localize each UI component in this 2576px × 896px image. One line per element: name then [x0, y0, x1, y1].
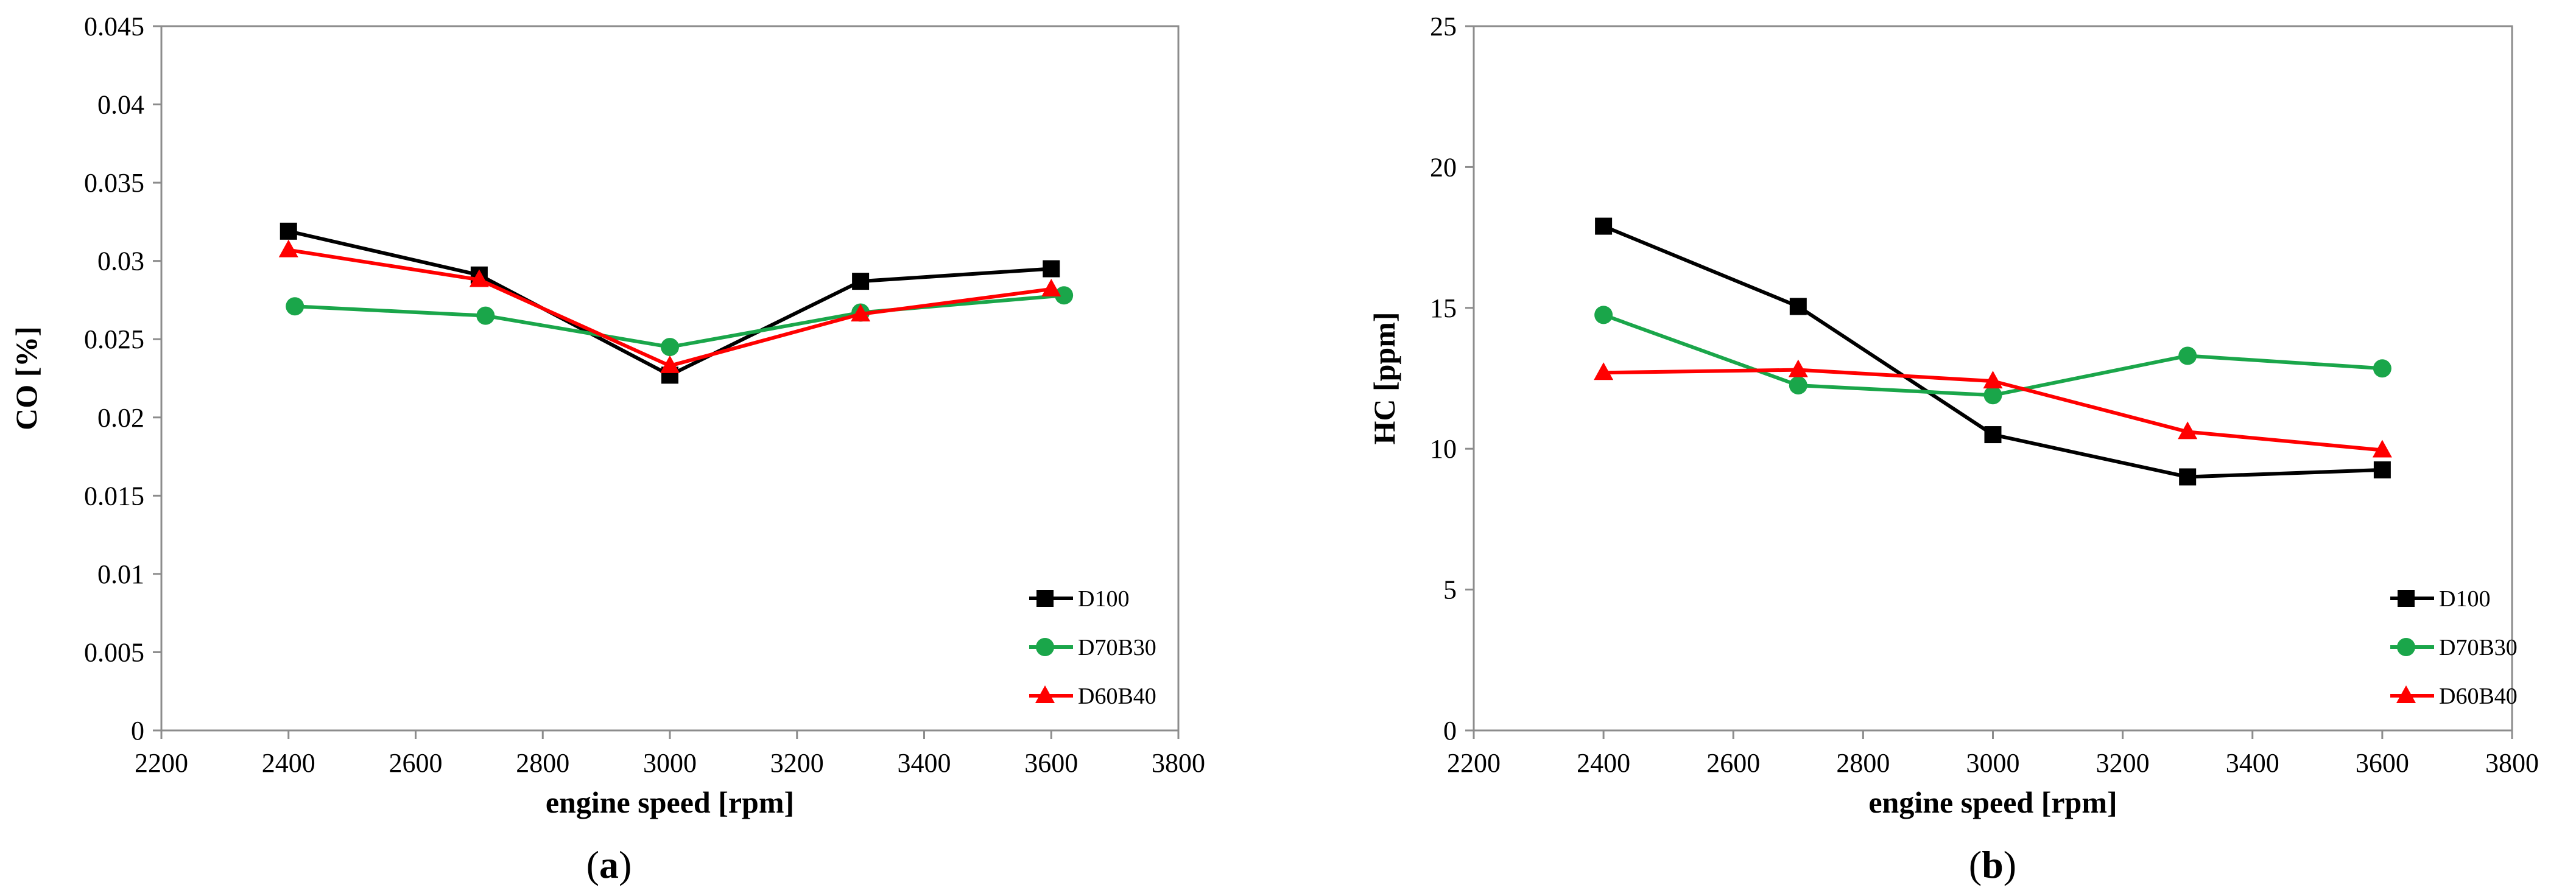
panel-letter: a [599, 843, 619, 886]
y-tick-label: 0.035 [84, 168, 144, 198]
legend-label: D70B30 [2439, 635, 2518, 660]
x-tick-label: 2200 [135, 748, 188, 778]
x-axis-title: engine speed [rpm] [1868, 785, 2117, 819]
x-tick-label: 3200 [2096, 748, 2150, 778]
x-tick-label: 2600 [389, 748, 443, 778]
legend-marker-D100 [1036, 590, 1054, 607]
x-tick-label: 3800 [2485, 748, 2539, 778]
data-point-D60B40 [1041, 278, 1061, 296]
panel-label: (a) [586, 843, 632, 886]
x-tick-label: 2800 [1836, 748, 1890, 778]
series-D70B30 [286, 286, 1074, 357]
legend-label: D100 [1078, 586, 1129, 612]
series-D60B40 [278, 239, 1061, 373]
y-axis-title: CO [%] [9, 326, 43, 430]
legend-label: D70B30 [1078, 635, 1156, 660]
legend: D100 D70B30 D60B40 [1029, 586, 1156, 709]
data-point-D70B30 [1594, 306, 1613, 324]
x-tick-label: 2400 [1577, 748, 1630, 778]
legend-marker-D100 [2398, 590, 2415, 607]
data-point-D70B30 [1789, 376, 1807, 395]
y-tick-label: 20 [1430, 152, 1457, 182]
x-tick-label: 3600 [2356, 748, 2409, 778]
x-tick-label: 3000 [643, 748, 697, 778]
y-tick-label: 0.01 [97, 559, 144, 589]
data-point-D60B40 [2178, 421, 2198, 439]
y-tick-label: 0.015 [84, 481, 144, 511]
y-tick-label: 0.04 [97, 90, 144, 120]
y-tick-label: 0.03 [97, 247, 144, 276]
y-tick-label: 5 [1443, 575, 1457, 605]
chart-panel-a: 0 0.005 0.01 0.015 0.02 0.025 0.03 0.035 0.04 0.0… [9, 12, 1205, 886]
data-point-D70B30 [1983, 386, 2002, 405]
data-point-D100 [1595, 217, 1613, 235]
x-tick-label: 2200 [1447, 748, 1501, 778]
x-tick-label: 2600 [1706, 748, 1760, 778]
x-tick-label: 2800 [516, 748, 569, 778]
data-point-D70B30 [476, 306, 495, 325]
y-tick-label: 0.045 [84, 12, 144, 41]
data-point-D60B40 [2372, 439, 2392, 458]
x-tick-label: 3400 [2226, 748, 2279, 778]
series-D70B30 [1594, 306, 2391, 405]
data-point-D100 [2373, 461, 2391, 478]
y-tick-label: 25 [1430, 12, 1457, 41]
data-point-D70B30 [286, 297, 304, 316]
panel-label: (b) [1969, 843, 2016, 886]
y-tick-label: 0.005 [84, 637, 144, 667]
data-point-D60B40 [469, 269, 489, 287]
data-point-D60B40 [278, 239, 298, 257]
y-tick-label: 0.025 [84, 324, 144, 354]
data-point-D100 [1984, 426, 2002, 444]
data-point-D100 [280, 222, 297, 240]
chart-panel-b: 0 5 10 15 20 25 2200 2400 2600 2800 3000 3200 3400 36… [1367, 12, 2539, 886]
legend: D100 D70B30 D60B40 [2390, 586, 2518, 709]
series-D100 [1595, 217, 2391, 486]
legend-marker-D70B30 [2397, 638, 2415, 656]
y-axis-title: HC [ppm] [1367, 312, 1401, 444]
y-tick-label: 15 [1430, 293, 1457, 323]
legend-label: D60B40 [2439, 684, 2518, 709]
x-tick-label: 3200 [770, 748, 824, 778]
data-point-D70B30 [2373, 359, 2391, 378]
data-point-D100 [1789, 298, 1807, 315]
x-tick-label: 3400 [898, 748, 951, 778]
series-D60B40 [1594, 359, 2392, 458]
y-tick-label: 10 [1430, 434, 1457, 464]
data-point-D70B30 [1055, 286, 1074, 305]
x-tick-label: 3000 [1966, 748, 2020, 778]
y-tick-label: 0 [1443, 716, 1457, 746]
data-point-D60B40 [1788, 359, 1808, 377]
data-point-D60B40 [1594, 362, 1614, 380]
legend-marker-D60B40 [1035, 685, 1055, 703]
x-tick-label: 2400 [262, 748, 315, 778]
legend-marker-D70B30 [1036, 638, 1054, 656]
legend-label: D60B40 [1078, 684, 1156, 709]
x-tick-label: 3800 [1152, 748, 1205, 778]
data-point-D100 [852, 273, 870, 290]
data-point-D60B40 [851, 304, 871, 322]
y-tick-label: 0 [131, 716, 144, 746]
data-point-D70B30 [661, 338, 679, 357]
data-point-D60B40 [1983, 371, 2003, 389]
x-axis-title: engine speed [rpm] [546, 785, 794, 819]
data-point-D70B30 [2178, 346, 2197, 365]
data-point-D60B40 [660, 355, 680, 373]
y-tick-label: 0.02 [97, 403, 144, 433]
legend-label: D100 [2439, 586, 2490, 612]
series-D100 [280, 222, 1060, 384]
panel-letter: b [1982, 843, 2004, 886]
legend-marker-D60B40 [2396, 685, 2416, 703]
data-point-D100 [2179, 468, 2197, 486]
x-tick-label: 3600 [1024, 748, 1078, 778]
data-point-D100 [1043, 260, 1060, 278]
